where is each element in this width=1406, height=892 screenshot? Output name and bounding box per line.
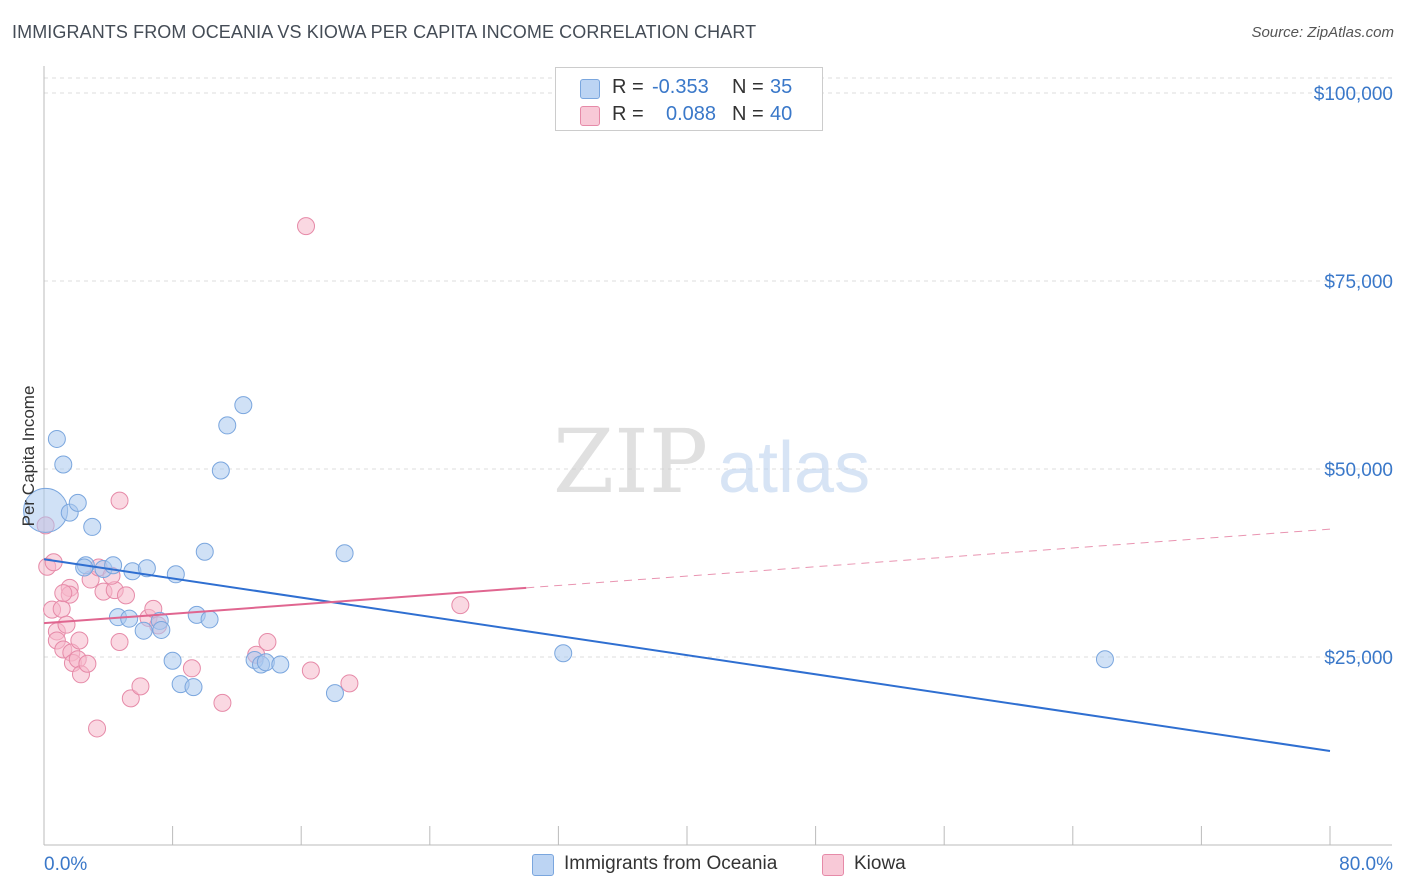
watermark-zip: ZIP [553, 410, 708, 513]
oceania-point [211, 461, 230, 480]
oceania-point [1095, 650, 1114, 669]
x-tick-label: 0.0% [44, 854, 87, 875]
kiowa-point [70, 631, 89, 650]
kiowa-trend-extension [526, 528, 1331, 589]
kiowa-point [301, 661, 320, 680]
kiowa-point [121, 689, 140, 708]
oceania-point [271, 655, 290, 674]
kiowa-trend-line [43, 586, 527, 625]
r-value: 0.088 [666, 103, 717, 125]
legend-label-oceania: Immigrants from Oceania [564, 853, 778, 874]
tick-labels: $25,000 $50,000 $75,000 $100,000 0.0% 80.0% [44, 84, 1393, 875]
kiowa-point [451, 596, 470, 615]
kiowa-point [258, 632, 277, 651]
oceania-point [75, 558, 94, 577]
oceania-swatch [580, 79, 600, 99]
kiowa-point [57, 615, 76, 634]
axes [43, 66, 1392, 846]
oceania-trend-line [43, 558, 1331, 752]
watermark-atlas: atlas [718, 428, 870, 508]
oceania-point [554, 644, 573, 663]
kiowa-point [110, 632, 129, 651]
y-axis-label: Per Capita Income [19, 386, 38, 527]
oceania-point [120, 609, 139, 628]
oceania-point [163, 651, 182, 670]
oceania-point [325, 684, 344, 703]
n-label: N = [732, 76, 764, 98]
chart-title: IMMIGRANTS FROM OCEANIA VS KIOWA PER CAP… [12, 22, 757, 42]
oceania-point [47, 429, 66, 448]
y-tick-label: $25,000 [1324, 648, 1393, 669]
kiowa-point [88, 719, 107, 738]
grid-lines [44, 77, 1392, 658]
n-label: N = [732, 103, 764, 125]
y-tick-label: $75,000 [1324, 272, 1393, 293]
legend-label-kiowa: Kiowa [854, 853, 906, 874]
source-label: Source: ZipAtlas.com [1251, 24, 1394, 41]
kiowa-point [110, 491, 129, 510]
kiowa-point [340, 674, 359, 693]
oceania-swatch [532, 854, 554, 876]
y-tick-label: $50,000 [1324, 460, 1393, 481]
oceania-point [218, 416, 237, 435]
y-tick-label: $100,000 [1314, 84, 1393, 105]
r-label: R = [612, 76, 644, 98]
oceania-point [152, 620, 171, 639]
oceania-point [137, 559, 156, 578]
oceania-point [54, 455, 73, 474]
kiowa-point [297, 217, 316, 236]
kiowa-point [131, 677, 150, 696]
n-value: 40 [770, 103, 793, 125]
oceania-point [335, 544, 354, 563]
correlation-legend: R = -0.353 N = 35 R = 0.088 N = 40 [555, 67, 823, 131]
oceania-point [195, 542, 214, 561]
n-value: 35 [770, 76, 793, 98]
oceania-point [83, 517, 102, 536]
x-tick-label: 80.0% [1339, 854, 1393, 875]
oceania-point [184, 678, 203, 697]
kiowa-point [182, 659, 201, 678]
oceania-point [134, 621, 153, 640]
trend-lines [43, 528, 1331, 752]
kiowa-point [116, 586, 135, 605]
r-value: -0.353 [652, 76, 709, 98]
oceania-point [200, 610, 219, 629]
kiowa-swatch [580, 106, 600, 126]
oceania-point [234, 396, 253, 415]
oceania-point [68, 493, 87, 512]
r-label: R = [612, 103, 644, 125]
kiowa-point [213, 693, 232, 712]
kiowa-point [54, 584, 73, 603]
kiowa-point [78, 654, 97, 673]
kiowa-swatch [822, 854, 844, 876]
